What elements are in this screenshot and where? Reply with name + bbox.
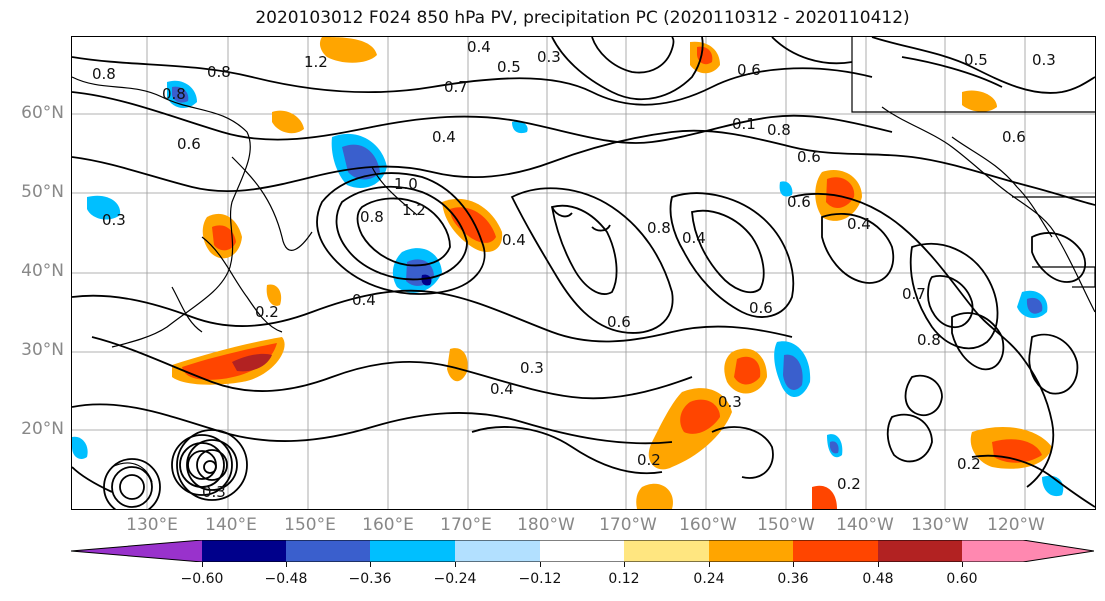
lon-label: 170°E — [440, 515, 492, 535]
contour-label: 1.2 — [304, 53, 328, 71]
colorbar-tick-label: 0.36 — [777, 571, 809, 587]
colorbar-tick — [624, 562, 625, 567]
lon-label: 140°E — [205, 515, 257, 535]
pv-contours — [72, 37, 1095, 509]
colorbar-tick-label: 0.12 — [608, 571, 640, 587]
lat-label-60n: 60°N — [21, 103, 64, 123]
lat-label-40n: 40°N — [21, 261, 64, 281]
colorbar-tick-label: −0.24 — [433, 571, 477, 587]
contour-label: 0.7 — [902, 285, 926, 303]
colorbar-tick-label: −0.36 — [348, 571, 392, 587]
contour-label: 0.4 — [502, 231, 526, 249]
colorbar-segment — [878, 540, 963, 562]
colorbar-tick-label: −0.12 — [518, 571, 562, 587]
colorbar-segment — [202, 540, 287, 562]
lat-label-20n: 20°N — [21, 419, 64, 439]
graticule — [72, 37, 1095, 509]
colorbar-tick — [962, 562, 963, 567]
colorbar-tick — [202, 562, 203, 567]
contour-labels: 0.8 0.8 1.2 0.8 0.4 0.5 0.3 0.6 0.5 0.7 … — [92, 38, 1056, 501]
contour-label: 0.6 — [749, 299, 773, 317]
contour-label: 0.5 — [964, 51, 988, 69]
contour-label: 0.8 — [162, 85, 186, 103]
coastlines — [72, 37, 1095, 483]
contour-label: 0.6 — [607, 313, 631, 331]
contour-label: 1.0 — [394, 175, 418, 193]
colorbar-tick — [455, 562, 456, 567]
contour-label: 0.2 — [637, 451, 661, 469]
colorbar-segment — [370, 540, 456, 562]
contour-label: 0.4 — [432, 128, 456, 146]
map-title: 2020103012 F024 850 hPa PV, precipitatio… — [255, 8, 910, 28]
contour-label: 0.8 — [92, 65, 116, 83]
contour-label: 0.8 — [207, 63, 231, 81]
contour-label: 0.3 — [537, 48, 561, 66]
lon-label: 130°W — [911, 515, 969, 535]
colorbar-tick-label: 0.48 — [862, 571, 894, 587]
colorbar-segment — [455, 540, 541, 562]
colorbar-tick — [540, 562, 541, 567]
lon-label: 150°E — [284, 515, 336, 535]
contour-label: 0.8 — [767, 121, 791, 139]
lon-label: 120°W — [987, 515, 1045, 535]
contour-label: 0.3 — [1032, 51, 1056, 69]
contour-label: 0.8 — [917, 331, 941, 349]
map-panel: 0.8 0.8 1.2 0.8 0.4 0.5 0.3 0.6 0.5 0.7 … — [71, 36, 1096, 510]
colorbar-segment — [540, 540, 625, 562]
contour-label: 0.1 — [732, 115, 756, 133]
contour-label: 0.6 — [1002, 128, 1026, 146]
contour-label: 0.4 — [352, 291, 376, 309]
contour-label: 0.2 — [837, 475, 861, 493]
lon-label: 140°W — [836, 515, 894, 535]
colorbar-tick-label: −0.48 — [264, 571, 308, 587]
contour-label: 0.4 — [847, 215, 871, 233]
colorbar-tick-label: −0.60 — [180, 571, 224, 587]
contour-label: 0.3 — [718, 393, 742, 411]
contour-label: 0.8 — [647, 219, 671, 237]
colorbar-segment — [71, 540, 202, 562]
lat-label-50n: 50°N — [21, 182, 64, 202]
map-canvas: 0.8 0.8 1.2 0.8 0.4 0.5 0.3 0.6 0.5 0.7 … — [72, 37, 1095, 509]
contour-label: 0.5 — [497, 58, 521, 76]
contour-label: 0.6 — [787, 193, 811, 211]
contour-label: 0.2 — [255, 303, 279, 321]
colorbar-tick-label: 0.60 — [946, 571, 978, 587]
contour-label: 0.6 — [797, 148, 821, 166]
colorbar-segment — [624, 540, 710, 562]
contour-label: 0.3 — [520, 359, 544, 377]
contour-label: 0.6 — [737, 61, 761, 79]
contour-label: 0.4 — [490, 380, 514, 398]
colorbar-tick-label: 0.24 — [693, 571, 725, 587]
lon-label: 160°W — [679, 515, 737, 535]
colorbar-segment — [793, 540, 879, 562]
colorbar-tick — [878, 562, 879, 567]
contour-label: 0.7 — [444, 78, 468, 96]
lon-label: 150°W — [757, 515, 815, 535]
contour-label: 0.4 — [467, 38, 491, 56]
lon-label: 170°W — [599, 515, 657, 535]
lat-label-30n: 30°N — [21, 340, 64, 360]
lon-label: 130°E — [126, 515, 178, 535]
colorbar-tick — [286, 562, 287, 567]
colorbar — [71, 540, 1094, 562]
contour-label: 0.3 — [202, 483, 226, 501]
contour-label: 0.8 — [360, 208, 384, 226]
contour-label: 0.4 — [682, 229, 706, 247]
colorbar-segment — [286, 540, 371, 562]
colorbar-tick — [370, 562, 371, 567]
contour-label: 0.6 — [177, 135, 201, 153]
colorbar-fills — [71, 540, 1094, 562]
contour-label: 0.2 — [957, 455, 981, 473]
contour-label: 0.3 — [102, 211, 126, 229]
lon-label: 160°E — [362, 515, 414, 535]
lon-label: 180°W — [517, 515, 575, 535]
colorbar-tick — [709, 562, 710, 567]
colorbar-tick — [793, 562, 794, 567]
contour-label: 1.2 — [402, 201, 426, 219]
colorbar-segment — [709, 540, 794, 562]
colorbar-segment — [962, 540, 1094, 562]
